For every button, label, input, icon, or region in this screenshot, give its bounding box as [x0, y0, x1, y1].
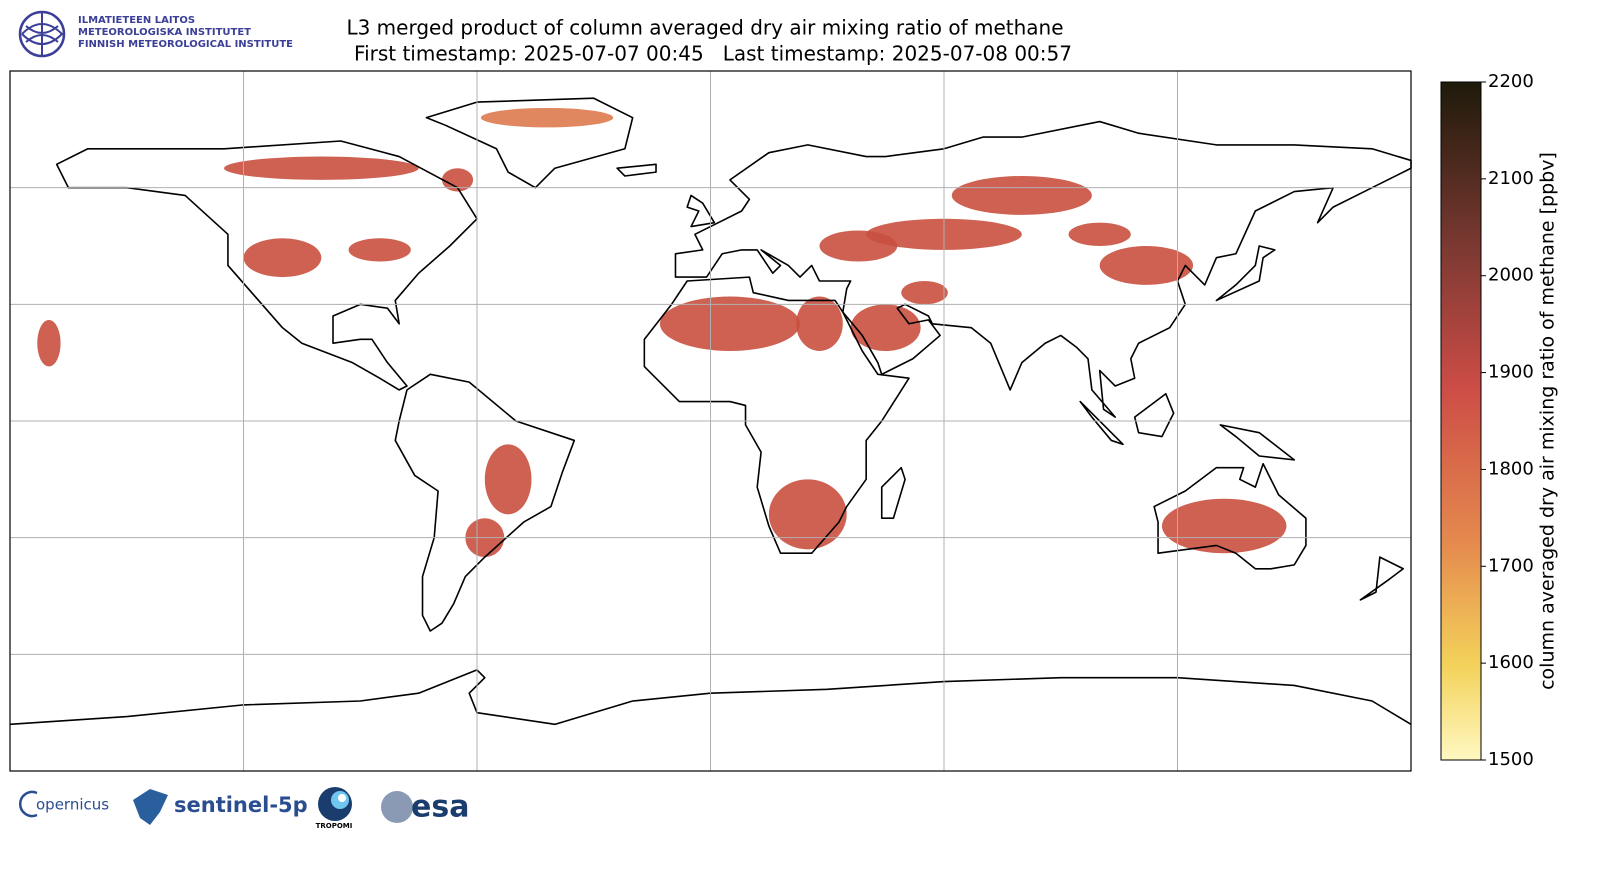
coastline	[1153, 462, 1307, 570]
coastline	[880, 466, 906, 520]
coastline	[686, 194, 716, 228]
logo-text: esa	[411, 790, 469, 825]
colorbar-tick-label: 1700	[1488, 555, 1534, 576]
methane-patch	[348, 238, 411, 262]
subtitle: First timestamp: 2025-07-07 00:45 Last t…	[354, 42, 1072, 66]
fmi-logo: ILMATIETEEN LAITOS METEOROLOGISKA INSTIT…	[18, 10, 293, 58]
methane-patch	[243, 238, 322, 278]
colorbar-axis: 1500 1600 1700 1800 1900 2000 2100 2200	[1481, 71, 1534, 770]
logo-text: sentinel-5p	[174, 793, 308, 817]
methane-patch	[850, 304, 921, 351]
coastline	[394, 373, 576, 632]
coastline	[1219, 424, 1296, 461]
coastline	[674, 120, 1412, 418]
methane-patch	[659, 296, 801, 351]
methane-patch	[951, 176, 1092, 215]
methane-patch	[1099, 246, 1194, 285]
footer-logos: opernicus sentinel-5p TROPOMI esa	[19, 787, 469, 830]
coastline	[1215, 245, 1276, 302]
logo-text: METEOROLOGISKA INSTITUTET	[78, 27, 251, 38]
methane-patch	[484, 444, 532, 515]
methane-patch	[1068, 222, 1131, 246]
coastline	[1359, 556, 1405, 601]
colorbar	[1440, 81, 1482, 761]
colorbar-tick-label: 1600	[1488, 652, 1534, 673]
coastline	[55, 140, 478, 391]
map-frame	[9, 70, 1412, 772]
logo-text: TROPOMI	[316, 822, 353, 830]
map	[9, 71, 1412, 771]
methane-patch	[819, 230, 898, 262]
logo-text: ILMATIETEEN LAITOS	[78, 15, 195, 26]
methane-patch	[441, 168, 474, 192]
colorbar-tick-label: 1500	[1488, 749, 1534, 770]
methane-patch	[1161, 498, 1287, 554]
colorbar-tick-label: 1800	[1488, 458, 1534, 479]
coastline	[1133, 392, 1175, 438]
methane-patch	[901, 281, 948, 305]
methane-patch	[480, 107, 614, 128]
logo-text: opernicus	[36, 796, 109, 814]
colorbar-tick-label: 2200	[1488, 71, 1534, 92]
coastline	[1079, 400, 1124, 446]
coastline	[425, 97, 634, 189]
colorbar-tick-label: 2000	[1488, 265, 1534, 286]
methane-patch	[224, 156, 419, 180]
methane-patch	[796, 296, 843, 351]
methane-patch	[768, 479, 847, 550]
title: L3 merged product of column averaged dry…	[346, 16, 1063, 40]
methane-patch	[37, 319, 61, 367]
colorbar-tick-label: 2100	[1488, 168, 1534, 189]
colorbar-tick-label: 1900	[1488, 362, 1534, 383]
colorbar-label: column averaged dry air mixing ratio of …	[1537, 152, 1559, 690]
coastline	[616, 163, 657, 177]
logo-text: FINNISH METEOROLOGICAL INSTITUTE	[78, 39, 293, 50]
